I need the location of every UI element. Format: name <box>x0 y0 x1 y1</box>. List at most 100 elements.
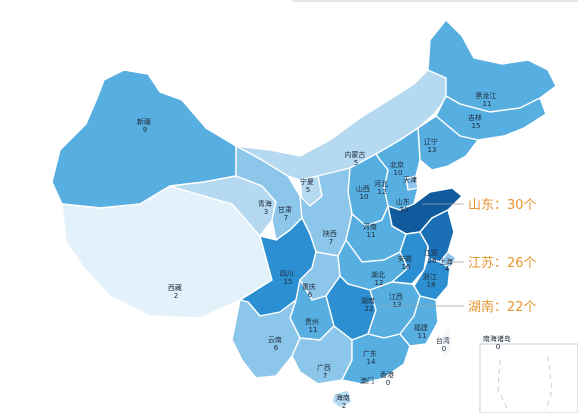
label-neimenggu-value: 5 <box>354 159 358 167</box>
callouts: 山东：30个 江苏：26个 湖南：22个 <box>380 198 537 315</box>
label-shandong: 山东 30 <box>396 197 412 214</box>
label-xinjiang-value: 9 <box>143 126 147 134</box>
label-sichuan: 四川 15 <box>280 270 296 286</box>
label-guangdong: 广东 14 <box>363 349 379 366</box>
label-shanghai-name: 上海 <box>439 257 453 266</box>
label-tianjin: 天津 <box>403 176 417 184</box>
label-neimenggu-name: 内蒙古 <box>344 150 365 159</box>
label-jiangsu: 江苏 26 <box>424 248 440 265</box>
label-henan-name: 河南 <box>363 222 377 231</box>
south-china-sea-inset <box>479 343 578 413</box>
label-macau: 澳门 <box>360 376 374 385</box>
label-henan: 河南 11 <box>363 222 379 239</box>
label-hunan: 湖南 22 <box>361 296 377 313</box>
label-shanghai: 上海 4 <box>439 257 455 273</box>
label-shanxi-name: 山西 <box>356 184 370 193</box>
label-shaanxi-value: 7 <box>329 238 333 246</box>
label-sichuan-name: 四川 <box>280 270 294 278</box>
label-qinghai-name: 青海 <box>258 199 272 208</box>
label-nanhai-name: 南海诸岛 <box>483 334 511 343</box>
label-nanhai: 南海诸岛 0 <box>483 334 513 351</box>
label-yunnan-value: 6 <box>274 344 279 352</box>
label-chongqing-value: 6 <box>308 291 313 299</box>
label-taiwan-value: 0 <box>442 345 446 353</box>
label-guizhou-name: 贵州 <box>305 317 319 326</box>
province-taiwan <box>439 325 453 361</box>
label-zhejiang: 浙江 18 <box>423 272 439 289</box>
label-shaanxi-name: 陕西 <box>323 229 337 238</box>
label-shandong-value: 30 <box>400 206 409 214</box>
label-jilin: 吉林 15 <box>468 113 484 130</box>
label-fujian-value: 11 <box>418 332 427 340</box>
label-anhui-name: 安徽 <box>398 254 412 263</box>
label-xizang-value: 2 <box>174 292 178 300</box>
label-gansu-value: 7 <box>284 214 288 222</box>
label-liaoning: 辽宁 13 <box>424 137 440 154</box>
province-guangdong <box>341 333 411 385</box>
callout-hunan: 湖南：22个 <box>468 299 537 315</box>
label-xizang-name: 西藏 <box>168 283 182 292</box>
label-qinghai: 青海 3 <box>258 199 274 216</box>
label-fujian-name: 福建 <box>414 323 428 332</box>
label-hainan: 海南 2 <box>336 393 352 410</box>
label-chongqing: 重庆 6 <box>302 282 318 299</box>
label-yunnan: 云南 6 <box>268 335 284 352</box>
label-hebei: 河北 12 <box>374 180 390 196</box>
label-hunan-name: 湖南 <box>361 296 375 305</box>
label-xinjiang-name: 新疆 <box>137 117 151 126</box>
label-taiwan: 台湾 0 <box>436 336 452 353</box>
label-chongqing-name: 重庆 <box>302 282 316 291</box>
label-jilin-value: 15 <box>472 122 481 130</box>
label-hebei-value: 12 <box>378 188 387 196</box>
label-anhui: 安徽 16 <box>398 254 414 271</box>
province-hongkong <box>383 375 393 385</box>
callout-shandong: 山东：30个 <box>468 198 537 213</box>
label-hongkong-value: 0 <box>386 379 390 387</box>
label-jiangsu-value: 26 <box>428 257 437 265</box>
label-xizang: 西藏 2 <box>168 283 184 300</box>
label-guangxi-name: 广西 <box>317 363 331 372</box>
label-zhejiang-name: 浙江 <box>423 272 437 281</box>
label-guizhou-value: 11 <box>309 326 318 334</box>
label-hebei-name: 河北 <box>374 180 388 188</box>
label-jiangsu-name: 江苏 <box>424 248 438 257</box>
label-shanghai-value: 4 <box>445 265 450 273</box>
label-guangdong-value: 14 <box>367 358 376 366</box>
label-hainan-value: 2 <box>342 402 346 410</box>
label-beijing: 北京 10 <box>390 160 406 177</box>
label-ningxia: 宁夏 5 <box>300 177 316 194</box>
label-heilongjiang-name: 黑龙江 <box>475 91 496 100</box>
label-zhejiang-value: 18 <box>427 281 436 289</box>
inset-frame <box>479 343 578 413</box>
label-hubei-value: 12 <box>375 279 384 287</box>
label-guizhou: 贵州 11 <box>305 317 321 334</box>
province-labels: 新疆 9 西藏 2 青海 3 甘肃 7 内蒙古 5 宁夏 5 黑龙江 11 吉林 <box>137 91 513 410</box>
label-guangxi: 广西 7 <box>317 363 333 380</box>
label-anhui-value: 16 <box>402 263 411 271</box>
label-liaoning-value: 13 <box>428 146 437 154</box>
label-heilongjiang-value: 11 <box>483 100 492 108</box>
label-sichuan-value: 15 <box>284 278 293 286</box>
label-qinghai-value: 3 <box>264 208 268 216</box>
label-gansu-name: 甘肃 <box>278 205 292 214</box>
callout-jiangsu: 江苏：26个 <box>468 255 537 271</box>
label-jiangxi-name: 江西 <box>389 293 403 301</box>
label-liaoning-name: 辽宁 <box>424 137 438 146</box>
label-hainan-name: 海南 <box>336 393 350 402</box>
label-hunan-value: 22 <box>365 305 374 313</box>
label-shaanxi: 陕西 7 <box>323 229 339 246</box>
label-hongkong: 香港 0 <box>380 370 396 387</box>
province-macau <box>373 379 379 385</box>
label-henan-value: 11 <box>367 231 376 239</box>
label-xinjiang: 新疆 9 <box>137 117 153 134</box>
label-jiangxi-value: 13 <box>393 301 402 309</box>
label-beijing-name: 北京 <box>390 160 404 169</box>
label-jilin-name: 吉林 <box>468 113 482 122</box>
nine-dash-line <box>497 355 553 411</box>
label-shandong-name: 山东 <box>396 197 410 206</box>
label-beijing-value: 10 <box>394 169 403 177</box>
label-neimenggu: 内蒙古 5 <box>344 150 367 167</box>
label-guangxi-value: 7 <box>323 372 327 380</box>
province-liaoning <box>417 115 479 171</box>
